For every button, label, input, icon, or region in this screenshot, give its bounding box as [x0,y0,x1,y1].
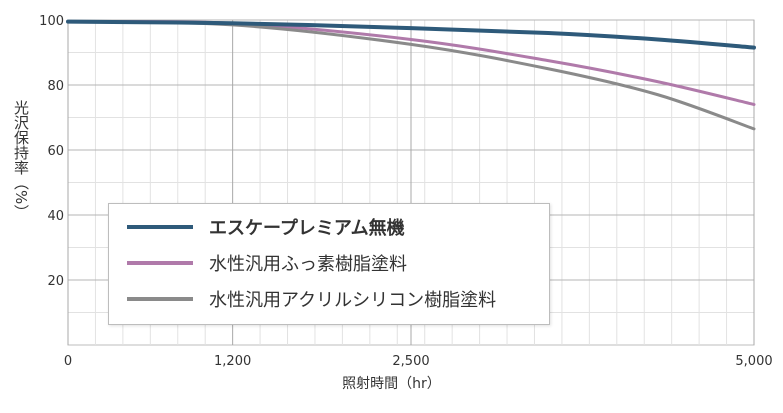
legend-label-fluoro: 水性汎用ふっ素樹脂塗料 [209,254,407,275]
legend-item-premium: エスケープレミアム無機 [127,214,405,240]
legend-label-acrylic: 水性汎用アクリルシリコン樹脂塗料 [209,290,497,311]
legend-item-fluoro: 水性汎用ふっ素樹脂塗料 [127,250,407,276]
legend-item-acrylic: 水性汎用アクリルシリコン樹脂塗料 [127,286,496,312]
y-tick-label: 20 [47,274,64,289]
legend-label-premium: エスケープレミアム無機 [209,218,405,239]
legend: エスケープレミアム無機 水性汎用ふっ素樹脂塗料 水性汎用アクリルシリコン樹脂塗料 [108,203,550,325]
y-tick-label: 100 [39,14,64,29]
x-tick-label: 0 [64,354,72,369]
x-tick-label: 5,000 [735,354,772,369]
legend-swatch-acrylic [127,297,193,301]
x-tick-labels: 0 1,200 2,500 5,000 [64,354,773,369]
legend-swatch-premium [127,225,193,229]
y-tick-labels: 20 40 60 80 100 [39,14,64,289]
x-tick-label: 2,500 [392,354,429,369]
series-line-0 [66,19,756,50]
y-tick-label: 60 [47,144,64,159]
legend-swatch-fluoro [127,261,193,265]
x-tick-label: 1,200 [214,354,251,369]
x-axis-label: 照射時間（hr） [342,376,441,392]
y-tick-label: 80 [47,79,64,94]
y-tick-label: 40 [47,209,64,224]
series-lines [66,19,756,131]
y-axis-label: 光沢保持率（%） [12,100,30,220]
